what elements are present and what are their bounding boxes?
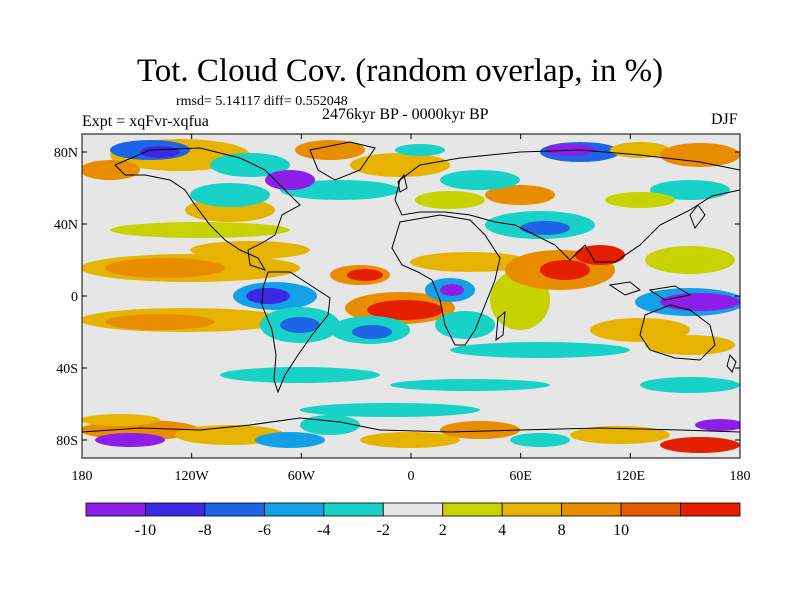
experiment-label: Expt = xqFvr-xqfua <box>82 113 209 130</box>
colorbar-label: -8 <box>198 522 211 539</box>
colorbar-label: -4 <box>317 522 330 539</box>
lon-tick-label: 120E <box>616 469 646 484</box>
period-label: 2476kyr BP - 0000kyr BP <box>322 106 489 123</box>
colorbar-label: -10 <box>135 522 156 539</box>
stats-label: rmsd= 5.14117 diff= 0.552048 <box>176 94 348 109</box>
colorbar-swatch <box>85 502 146 517</box>
plot-title: Tot. Cloud Cov. (random overlap, in %) <box>136 53 664 89</box>
lat-tick-label: 40N <box>54 218 78 233</box>
lat-tick-label: 40S <box>56 362 78 377</box>
colorbar: -10 -8 -6 -4 -2 2 4 8 10 <box>85 502 741 539</box>
colorbar-swatch <box>145 502 206 517</box>
colorbar-swatch <box>382 502 444 517</box>
colorbar-swatch <box>204 502 265 517</box>
season-label: DJF <box>711 111 738 128</box>
lon-tick-label: 180 <box>72 469 93 484</box>
lat-tick-label: 80N <box>54 146 78 161</box>
cloud-anomaly-field <box>82 139 740 453</box>
lon-tick-label: 120W <box>175 469 210 484</box>
colorbar-swatch <box>620 502 681 517</box>
lat-tick-label: 80S <box>56 434 78 449</box>
colorbar-swatch <box>561 502 622 517</box>
colorbar-label: 10 <box>613 522 629 539</box>
colorbar-label: 4 <box>498 522 506 539</box>
lon-tick-label: 60W <box>288 469 316 484</box>
colorbar-swatch <box>442 502 503 517</box>
lon-tick-label: 60E <box>509 469 532 484</box>
colorbar-label: 2 <box>439 522 447 539</box>
longitude-axis: 180 120W 60W 0 60E 120E 180 <box>72 134 751 484</box>
colorbar-label: -6 <box>258 522 271 539</box>
latitude-axis: 80N 40N 0 40S 80S <box>54 146 740 449</box>
lat-tick-label: 0 <box>71 290 78 305</box>
coastlines <box>82 141 740 433</box>
lon-tick-label: 0 <box>408 469 415 484</box>
colorbar-label: -2 <box>377 522 390 539</box>
colorbar-swatch <box>501 502 563 517</box>
colorbar-swatch <box>680 502 741 517</box>
lon-tick-label: 180 <box>730 469 751 484</box>
colorbar-label: 8 <box>558 522 566 539</box>
colorbar-swatch <box>323 502 384 517</box>
colorbar-swatch <box>263 502 325 517</box>
